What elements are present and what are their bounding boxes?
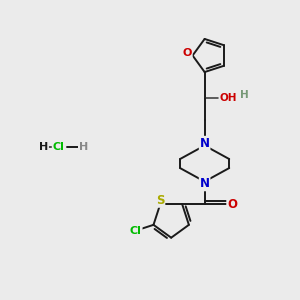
Text: H: H [79, 142, 88, 152]
Text: O: O [182, 48, 192, 58]
Text: H: H [39, 142, 48, 152]
Text: N: N [200, 177, 210, 190]
Text: N: N [200, 136, 210, 150]
Text: Cl: Cl [52, 142, 64, 152]
Text: S: S [156, 194, 164, 207]
Text: Cl: Cl [130, 226, 142, 236]
Text: H: H [240, 89, 249, 100]
Text: OH: OH [219, 92, 237, 103]
Text: O: O [227, 197, 237, 211]
